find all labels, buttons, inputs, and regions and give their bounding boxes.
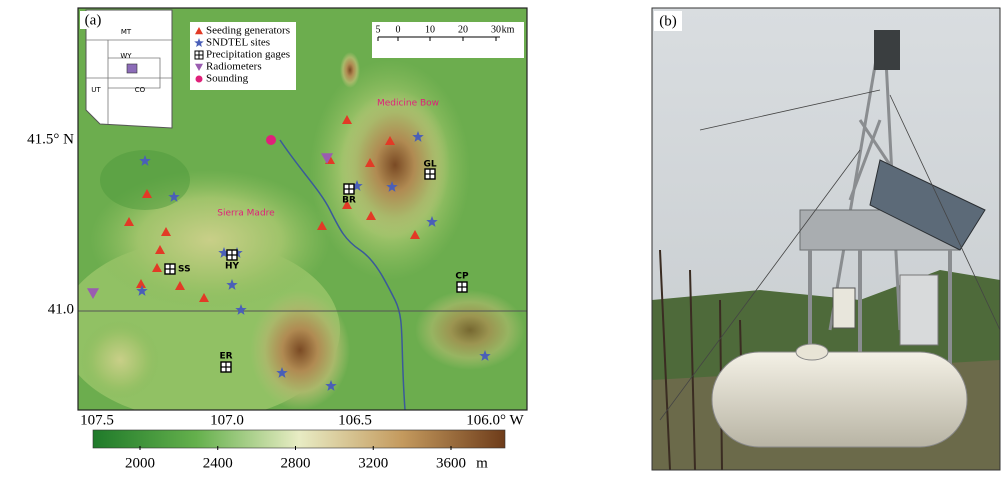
colorbar-label: 2400 (203, 455, 233, 471)
scale-label: 5 (376, 24, 381, 35)
site-label: HY (225, 262, 240, 272)
colorbar-label: 2000 (125, 455, 155, 471)
colorbar-label: 2800 (281, 455, 311, 471)
legend-label: Radiometers (206, 61, 262, 73)
lon-label: 106.5 (338, 412, 372, 428)
photo (652, 8, 1000, 470)
colorbar-unit: m (476, 455, 488, 471)
state-label: UT (91, 86, 101, 94)
place-label: Medicine Bow (377, 99, 439, 109)
site-label: CP (455, 272, 469, 282)
site-label: SS (178, 265, 191, 275)
legend-label: Sounding (206, 73, 249, 85)
site-label: BR (342, 196, 356, 206)
lat-label: 41.0 (48, 301, 74, 317)
place-label: Sierra Madre (217, 209, 275, 219)
site-label: ER (219, 352, 232, 362)
lon-label: 107.0 (210, 412, 244, 428)
lon-label: 107.5 (80, 412, 114, 428)
legend-label: Precipitation gages (206, 49, 290, 61)
state-label: MT (121, 28, 132, 36)
scale-label: 20 (458, 24, 468, 35)
state-label: CO (135, 86, 146, 94)
figure: (a) (b) GL BR HY SS CP ER Medicine Bow Sierra M… (0, 0, 1004, 473)
colorbar-label: 3600 (436, 455, 466, 471)
site-label: GL (423, 160, 436, 170)
sounding (266, 135, 276, 145)
scale-label: 30 (491, 24, 501, 35)
scale-label: 10 (425, 24, 435, 35)
legend-label: Seeding generators (206, 25, 290, 37)
scale-unit: km (502, 24, 515, 35)
panel-label: (a) (85, 12, 102, 28)
legend-label: SNDTEL sites (206, 37, 270, 49)
panel-label: (b) (659, 13, 677, 29)
lon-label: 106.0° W (466, 412, 524, 428)
lat-label: 41.5° N (27, 131, 74, 147)
scale-label: 0 (396, 24, 401, 35)
legend-symbol (196, 76, 203, 83)
colorbar-label: 3200 (358, 455, 388, 471)
colorbar (93, 430, 505, 448)
state-label: WY (120, 52, 132, 60)
